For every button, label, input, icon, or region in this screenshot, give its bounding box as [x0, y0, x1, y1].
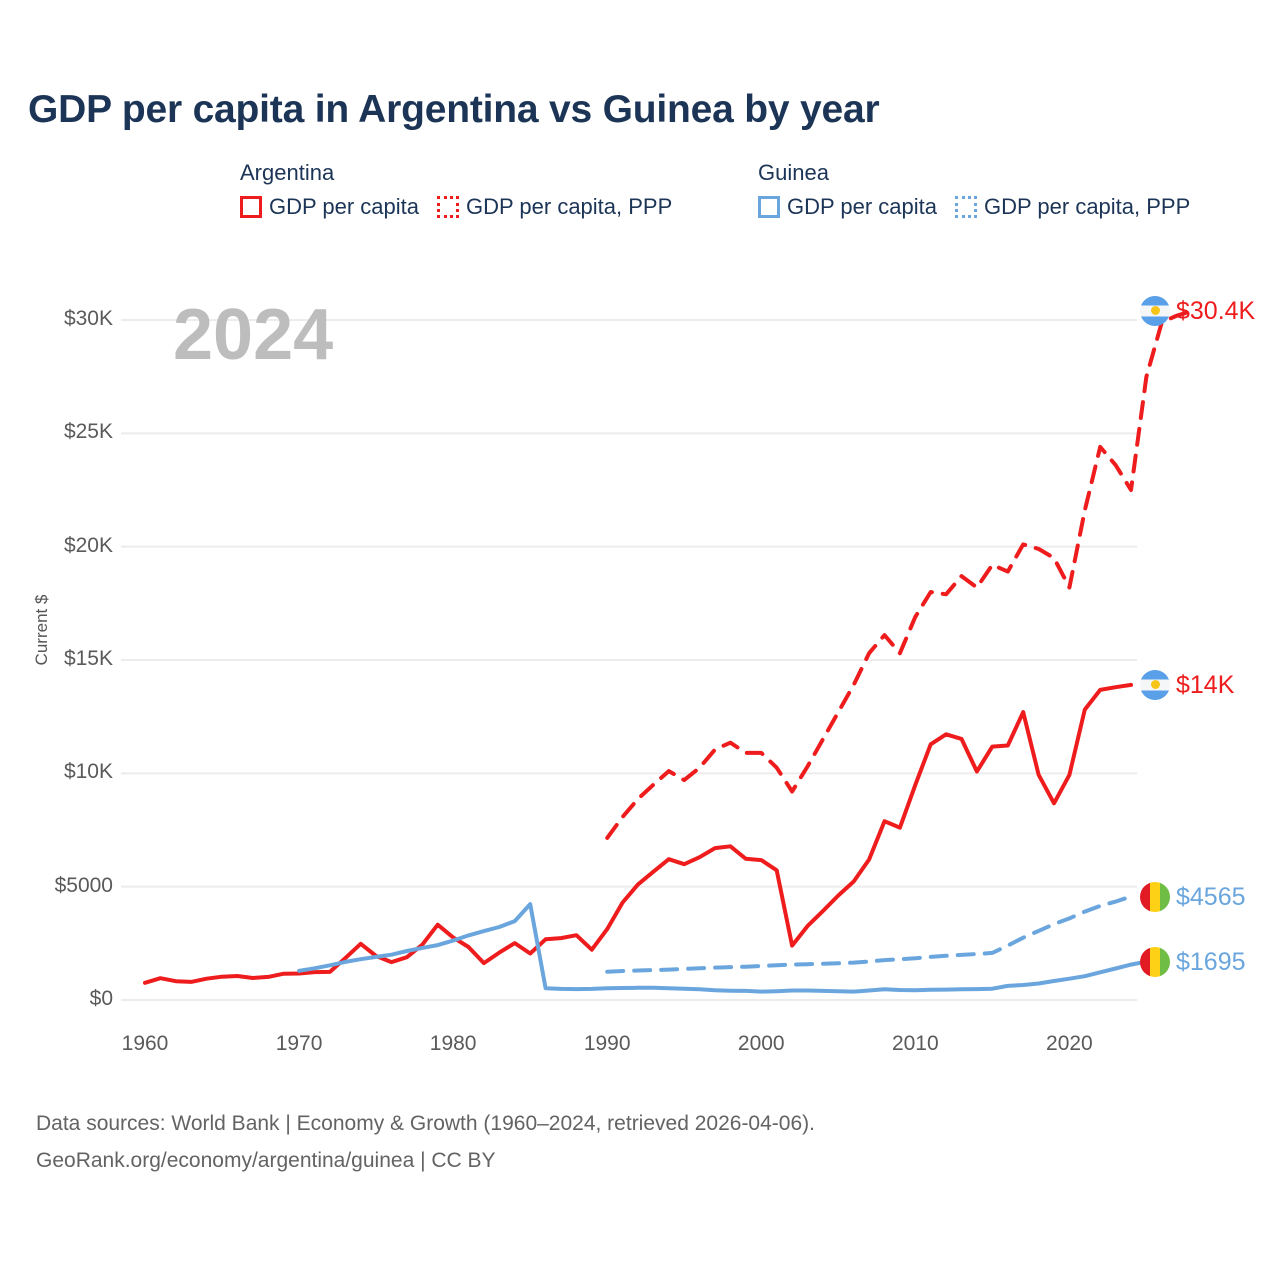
footer-attribution: Data sources: World Bank | Economy & Gro…	[36, 1105, 815, 1179]
legend-group-guinea: Guinea GDP per capita GDP per capita, PP…	[758, 160, 1190, 219]
guinea-flag-icon	[1140, 946, 1170, 977]
legend-swatch-solid-blue-icon	[758, 196, 780, 218]
y-tick-label-$25K: $25K	[63, 420, 113, 444]
legend-label-argentina-gdp-ppp: GDP per capita, PPP	[466, 194, 673, 219]
x-tick-label-2010: 2010	[891, 1032, 939, 1055]
gridlines	[121, 319, 1137, 1001]
footer-line-data-sources: Data sources: World Bank | Economy & Gro…	[36, 1112, 815, 1135]
argentina-sun-icon	[1150, 306, 1160, 316]
legend-swatch-dotted-red-icon	[437, 196, 460, 218]
end-label-value: $4565	[1176, 882, 1246, 911]
legend-country-guinea: Guinea	[758, 160, 829, 185]
end-label-value: $1695	[1176, 947, 1246, 976]
series-line-2	[297, 902, 1149, 994]
legend-item-guinea-gdp-ppp[interactable]: GDP per capita, PPP	[955, 195, 1190, 219]
legend-item-guinea-gdp[interactable]: GDP per capita	[758, 195, 937, 219]
x-tick-label-1980: 1980	[429, 1032, 477, 1055]
legend-swatch-dotted-blue-icon	[955, 196, 978, 218]
y-tick-label-$20K: $20K	[63, 533, 113, 557]
x-tick-label-1960: 1960	[121, 1032, 169, 1055]
legend-label-guinea-gdp-ppp: GDP per capita, PPP	[984, 194, 1191, 219]
end-label-$14K: $14K	[1140, 669, 1235, 700]
argentina-flag-icon	[1140, 669, 1170, 700]
end-label-value: $30.4K	[1176, 296, 1256, 325]
y-tick-label-$30K: $30K	[63, 307, 113, 330]
end-label-value: $14K	[1176, 670, 1235, 699]
legend-label-guinea-gdp: GDP per capita	[787, 194, 938, 219]
y-tick-label-$5000: $5000	[54, 873, 113, 897]
watermark-year: 2024	[173, 295, 334, 375]
series-line-0	[143, 682, 1133, 985]
legend-country-argentina: Argentina	[240, 160, 335, 185]
x-tick-label-2000: 2000	[737, 1032, 785, 1055]
footer-line-url[interactable]: GeoRank.org/economy/argentina/guinea | C…	[36, 1149, 496, 1172]
y-tick-label-$0: $0	[89, 987, 113, 1010]
end-label-$30.4K: $30.4K	[1140, 295, 1256, 326]
legend-item-argentina-gdp[interactable]: GDP per capita	[240, 195, 419, 219]
y-tick-label-$10K: $10K	[63, 760, 113, 784]
y-axis-title: Current $	[32, 594, 51, 666]
series-lines	[143, 308, 1195, 994]
y-tick-label-$15K: $15K	[63, 647, 113, 670]
series-line-1	[605, 308, 1195, 840]
legend-item-argentina-gdp-ppp[interactable]: GDP per capita, PPP	[437, 195, 672, 219]
x-tick-label-1990: 1990	[583, 1032, 631, 1055]
end-label-$4565: $4565	[1140, 881, 1246, 912]
end-label-$1695: $1695	[1140, 946, 1246, 977]
x-tick-label-2020: 2020	[1046, 1032, 1093, 1055]
series-line-3	[605, 894, 1133, 974]
legend-swatch-solid-red-icon	[240, 196, 262, 218]
legend-group-argentina: Argentina GDP per capita GDP per capita,…	[240, 160, 672, 219]
argentina-flag-icon	[1140, 295, 1170, 326]
chart-title: GDP per capita in Argentina vs Guinea by…	[28, 88, 880, 131]
x-tick-label-1970: 1970	[275, 1032, 323, 1055]
legend-label-argentina-gdp: GDP per capita	[269, 194, 420, 219]
guinea-flag-icon	[1140, 881, 1170, 912]
argentina-sun-icon	[1150, 680, 1160, 690]
chart-legend: Argentina GDP per capita GDP per capita,…	[0, 160, 1280, 240]
